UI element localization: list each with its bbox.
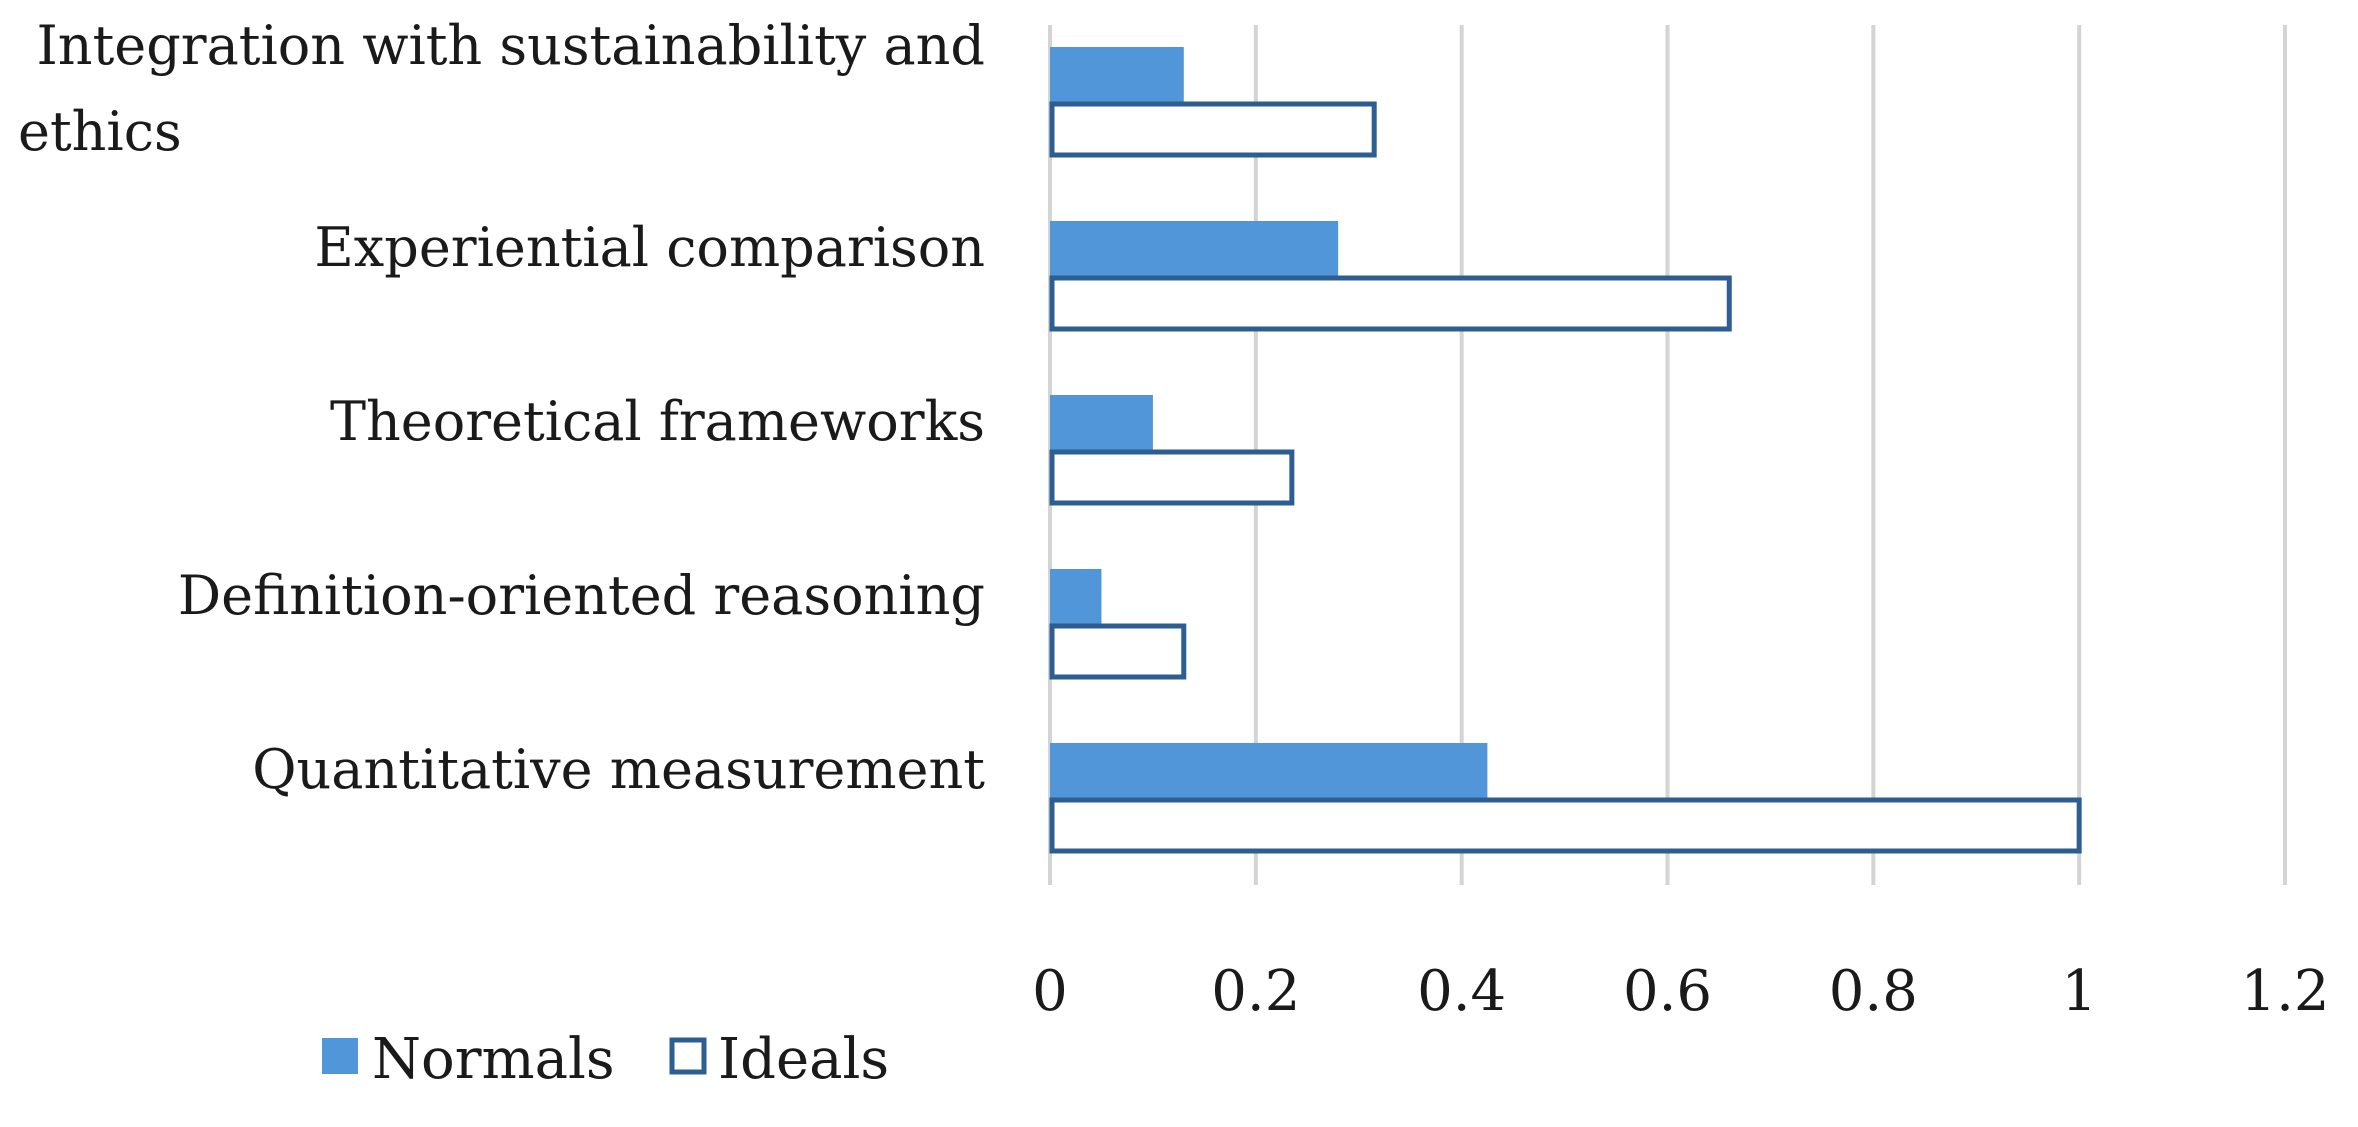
x-tick-label: 0 <box>1032 959 1068 1024</box>
x-tick-label: 0.6 <box>1623 959 1712 1024</box>
x-tick-label: 0.8 <box>1829 959 1918 1024</box>
bar-ideals <box>1049 275 1732 332</box>
bar-ideals <box>1049 623 1187 680</box>
legend-label-normals: Normals <box>372 1027 615 1092</box>
x-tick-label: 0.4 <box>1417 959 1506 1024</box>
x-tick-labels: 0 0.2 0.4 0.6 0.8 1 1.2 <box>1032 959 2329 1024</box>
legend-swatch-ideals <box>669 1037 707 1075</box>
bars <box>1049 47 2082 854</box>
bar-ideals <box>1049 101 1377 158</box>
gridlines <box>1048 25 2287 885</box>
bar-normals <box>1050 743 1488 798</box>
category-label: Experiential comparison <box>314 216 985 279</box>
x-tick-label: 1.2 <box>2240 959 2329 1024</box>
bar-normals <box>1050 569 1102 624</box>
legend: Normals Ideals <box>322 1027 889 1092</box>
legend-label-ideals: Ideals <box>718 1027 889 1092</box>
category-label-continuation: ethics <box>18 100 182 163</box>
category-label: Definition-oriented reasoning <box>178 564 985 627</box>
bar-normals <box>1050 47 1184 102</box>
category-label: Quantitative measurement <box>252 738 985 801</box>
bar-normals <box>1050 395 1153 450</box>
x-tick-label: 0.2 <box>1211 959 1300 1024</box>
category-label: Integration with sustainability and <box>36 14 985 77</box>
category-labels: Integration with sustainability and ethic… <box>18 14 985 801</box>
bar-normals <box>1050 221 1339 276</box>
bar-ideals <box>1049 797 2082 854</box>
category-label: Theoretical frameworks <box>330 390 985 453</box>
bar-ideals <box>1049 449 1295 506</box>
legend-swatch-normals <box>322 1038 358 1074</box>
x-tick-label: 1 <box>2061 959 2097 1024</box>
